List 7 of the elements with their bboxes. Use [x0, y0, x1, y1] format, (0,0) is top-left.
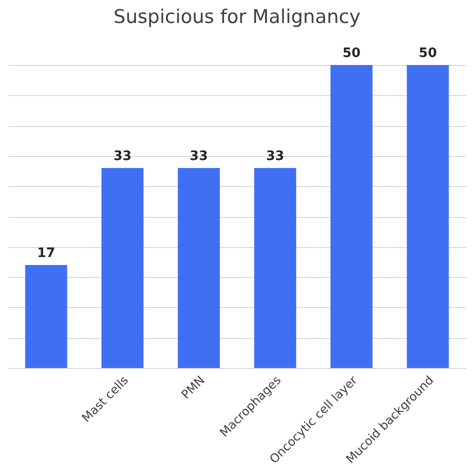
data-label: 33 — [266, 149, 284, 164]
data-label: 17 — [37, 246, 56, 261]
data-label: 33 — [190, 149, 208, 164]
data-label: 33 — [113, 149, 132, 164]
chart-title: Suspicious for Malignancy — [114, 6, 360, 28]
data-label: 50 — [418, 46, 437, 61]
data-label: 50 — [342, 46, 361, 61]
